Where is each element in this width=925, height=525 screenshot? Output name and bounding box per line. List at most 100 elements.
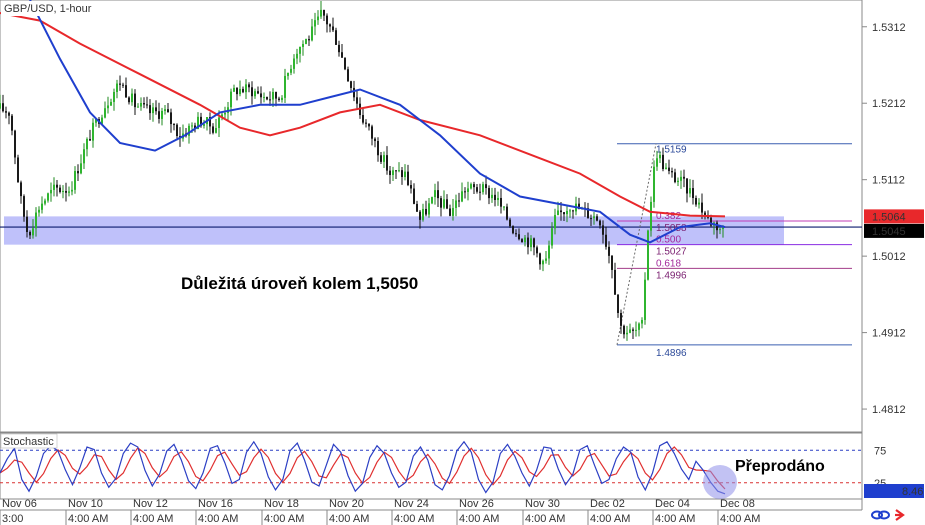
candle-body — [479, 191, 481, 193]
date-label: Nov 12 — [133, 498, 168, 510]
candle-body — [92, 122, 94, 141]
candle-body — [131, 93, 133, 103]
candle-body — [563, 212, 565, 215]
candle-body — [134, 93, 136, 108]
candle-body — [128, 97, 130, 103]
time-label: 4:00 AM — [198, 513, 238, 525]
candle-body — [158, 111, 160, 119]
candle-body — [626, 332, 628, 335]
time-label: 4:00 AM — [264, 513, 304, 525]
fib-ratio-label: 0.500 — [656, 235, 681, 246]
time-axis: Nov 06 3:00 Nov 10 4:00 AM Nov 12 4:00 AM Nov … — [0, 498, 760, 525]
candle-body — [170, 112, 172, 125]
candle-body — [308, 39, 310, 41]
candle-body — [101, 117, 103, 124]
candle-body — [317, 16, 319, 21]
date-label: Dec 08 — [720, 498, 755, 510]
candle-body — [482, 184, 484, 193]
candle-body — [350, 81, 352, 88]
candle-body — [77, 171, 79, 174]
candle-body — [125, 85, 127, 98]
candle-body — [2, 103, 4, 112]
main-plot-frame — [0, 0, 863, 433]
candle-body — [191, 125, 193, 127]
candle-body — [404, 171, 406, 177]
candle-body — [578, 203, 580, 209]
time-label: 4:00 AM — [459, 513, 499, 525]
candle-body — [143, 103, 145, 105]
candle-body — [719, 229, 721, 231]
candle-body — [722, 227, 724, 230]
candle-body — [248, 84, 250, 88]
stochastic-title: Stochastic — [3, 436, 54, 448]
arrow-icon[interactable] — [895, 509, 905, 521]
candle-body — [245, 84, 247, 93]
candle-body — [413, 188, 415, 204]
candle-body — [629, 329, 631, 333]
candle-body — [140, 103, 142, 107]
candle-body — [293, 58, 295, 69]
candle-body — [668, 167, 670, 172]
candle-body — [38, 209, 40, 213]
candle-body — [335, 30, 337, 45]
candle-body — [548, 245, 550, 259]
candle-body — [221, 114, 223, 118]
candle-body — [554, 214, 556, 229]
candle-body — [665, 167, 667, 170]
candle-body — [452, 207, 454, 216]
candle-body — [302, 43, 304, 47]
candle-body — [659, 154, 661, 159]
price-badge-label: 1.5064 — [872, 211, 906, 223]
candle-body — [671, 171, 673, 173]
candle-body — [674, 172, 676, 183]
candle-body — [110, 101, 112, 106]
candle-body — [371, 126, 373, 139]
candle-body — [515, 233, 517, 235]
candle-body — [47, 193, 49, 201]
candle-body — [272, 91, 274, 100]
candle-body — [89, 138, 91, 141]
support-annotation: Důležitá úroveň kolem 1,5050 — [181, 274, 418, 293]
candle-body — [680, 176, 682, 181]
candle-body — [203, 124, 205, 126]
candle-body — [356, 97, 358, 104]
candle-body — [602, 225, 604, 235]
oversold-annotation: Přeprodáno — [735, 458, 825, 475]
candle-body — [698, 202, 700, 205]
candle-body — [137, 106, 139, 108]
candle-body — [641, 319, 643, 324]
candle-body — [389, 170, 391, 176]
candle-body — [488, 188, 490, 199]
candle-body — [299, 46, 301, 54]
candle-body — [197, 116, 199, 129]
candle-body — [305, 39, 307, 44]
candle-body — [338, 44, 340, 53]
candle-body — [104, 108, 106, 118]
candle-body — [410, 185, 412, 189]
candle-body — [614, 269, 616, 295]
candle-body — [662, 154, 664, 170]
candle-body — [59, 187, 61, 192]
stochastic-value-badge — [864, 484, 924, 498]
candle-body — [146, 104, 148, 106]
candle-body — [332, 26, 334, 31]
link-icon[interactable] — [871, 510, 890, 520]
candle-body — [587, 208, 589, 219]
candle-body — [212, 126, 214, 133]
candle-body — [107, 105, 109, 109]
candle-body — [113, 91, 115, 102]
price-badge — [864, 209, 924, 224]
candle-body — [431, 197, 433, 204]
date-label: Nov 10 — [68, 498, 103, 510]
candle-body — [29, 231, 31, 236]
candle-body — [383, 155, 385, 162]
candle-body — [326, 15, 328, 25]
candle-body — [401, 170, 403, 177]
candle-body — [119, 83, 121, 85]
candle-body — [362, 115, 364, 123]
candle-body — [464, 191, 466, 193]
candle-body — [353, 87, 355, 98]
fib-price-label: 1.4996 — [656, 270, 687, 281]
